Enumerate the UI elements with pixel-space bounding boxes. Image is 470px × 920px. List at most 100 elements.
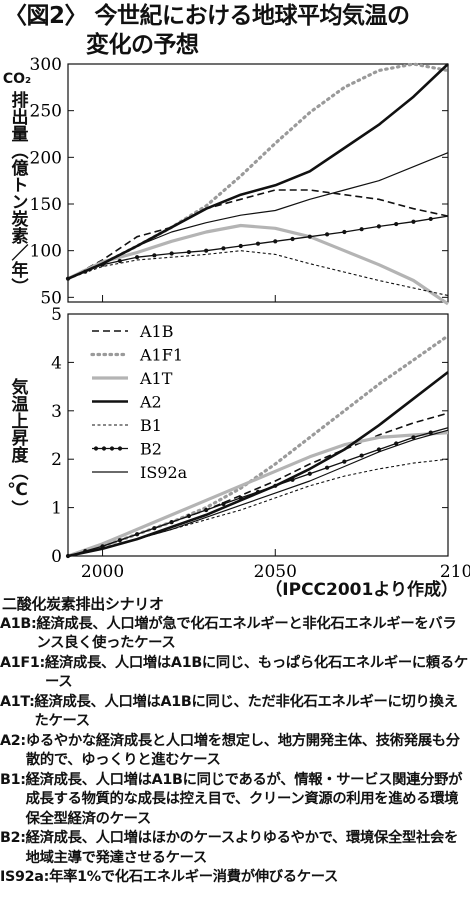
- series-marker-b2: [204, 248, 209, 253]
- y-tick-label: 3: [51, 402, 62, 422]
- series-marker-b2: [394, 441, 399, 446]
- series-marker-b2: [376, 224, 382, 229]
- legend-label-a1t: A1T: [139, 369, 173, 388]
- scenario-heading: 二酸化炭素排出シナリオ: [2, 595, 164, 613]
- scenario-key: B2:: [0, 830, 26, 846]
- series-marker-b2: [186, 513, 192, 519]
- legend-label-b1: B1: [140, 416, 162, 435]
- y-tick-label: 250: [30, 102, 62, 122]
- scenario-key: A1F1:: [0, 654, 45, 671]
- series-marker-b2: [359, 453, 364, 458]
- series-line-a1t: [67, 431, 449, 558]
- temp-axis-label: 気温上昇度（℃）: [4, 378, 30, 517]
- series-marker-b2: [342, 229, 347, 235]
- co2-axis-label-text: 排出量（億トン炭素／年）: [7, 91, 28, 295]
- scenario-item: A1T: 経済成長、人口増はA1Bに同じ、ただ非化石エネルギーに切り換えたケース: [0, 693, 470, 732]
- series-marker-b2: [394, 221, 399, 227]
- scenario-key: A1B:: [0, 615, 37, 632]
- series-line-is92a: [67, 152, 449, 280]
- plot-frame: [67, 313, 449, 557]
- series-marker-b2: [134, 532, 140, 537]
- scenario-notes: 二酸化炭素排出シナリオ A1B: 経済成長、人口増が急で化石エネルギーと非化石エネ…: [0, 595, 470, 888]
- series-marker-b2: [376, 447, 382, 452]
- scenario-key: A1T:: [0, 693, 35, 710]
- x-tick-label: 2050: [254, 562, 297, 582]
- series-line-a2: [67, 63, 449, 280]
- scenario-text: 経済成長、人口増はA1Bに同じ、もっぱら化石エネルギーに頼るケース: [44, 654, 468, 691]
- scenario-text: 経済成長、人口増はA1Bに同じであるが、情報・サービス関連分野が成長する物質的な…: [25, 771, 463, 827]
- series-marker-b2: [238, 495, 243, 501]
- series-marker-b2: [186, 249, 192, 255]
- series-marker-b2: [255, 241, 261, 246]
- y-tick-label: 0: [51, 547, 62, 567]
- co2-axis-label-formula: CO₂: [2, 71, 32, 87]
- series-marker-b2: [411, 219, 416, 224]
- figure-title-line2: 変化の予想: [86, 32, 199, 58]
- y-tick-label: 100: [30, 242, 62, 262]
- series-marker-b2: [273, 239, 278, 244]
- legend-marker: [117, 446, 123, 451]
- series-marker-b2: [411, 435, 416, 440]
- series-marker-b2: [428, 216, 433, 222]
- scenario-item: A1F1: 経済成長、人口増はA1Bに同じ、もっぱら化石エネルギーに頼るケース: [0, 654, 470, 693]
- series-marker-b2: [204, 507, 209, 513]
- series-line-a1t: [67, 223, 449, 306]
- scenario-text: 経済成長、人口増はほかのケースよりゆるやかで、環境保全型社会を地域主導で発達させ…: [25, 830, 459, 866]
- y-tick-label: 1: [51, 499, 62, 519]
- legend-label-a2: A2: [139, 393, 162, 412]
- series-marker-b2: [324, 465, 330, 470]
- series-marker-b2: [307, 471, 312, 476]
- y-tick-label: 4: [51, 353, 62, 373]
- series-marker-b2: [169, 520, 174, 525]
- series-marker-b2: [359, 227, 364, 232]
- series-marker-b2: [169, 251, 174, 256]
- series-marker-b2: [221, 501, 226, 507]
- y-tick-label: 200: [30, 148, 62, 168]
- scenario-text: ゆるやかな経済成長と人口増を想定し、地方開発主体、技術発展も分散的で、ゆっくりと…: [25, 732, 460, 769]
- x-tick-label: 2000: [81, 562, 124, 582]
- series-marker-b2: [324, 232, 330, 237]
- legend-marker: [101, 446, 107, 451]
- series-marker-b2: [290, 236, 295, 242]
- chart-canvas: 50 100 150 200 250 300 0 1 2 3 4 5 2000 2050 2100年 A1B A…: [30, 55, 470, 582]
- series-marker-b2: [342, 459, 347, 464]
- temp-axis-label-text: 気温上昇度（℃）: [7, 378, 28, 517]
- series-line-a2: [67, 371, 449, 558]
- legend-label-a1b: A1B: [139, 322, 174, 341]
- series-marker-b2: [238, 243, 243, 249]
- scenario-list: A1B: 経済成長、人口増が急で化石エネルギーと非化石エネルギーをバランス良く使っ…: [0, 615, 470, 888]
- series-marker-b2: [255, 489, 261, 494]
- scenario-item: B2: 経済成長、人口増はほかのケースよりゆるやかで、環境保全型社会を地域主導で発…: [0, 829, 470, 868]
- legend-label-a1f1: A1F1: [139, 346, 183, 365]
- legend-marker: [109, 446, 115, 451]
- source-note: （IPCC2001より作成）: [265, 580, 458, 600]
- series-marker-b2: [221, 246, 226, 251]
- co2-axis-label: CO₂ 排出量（億トン炭素／年）: [2, 70, 32, 295]
- legend-marker: [93, 446, 99, 451]
- legend-label-is92a: IS92a: [140, 463, 188, 482]
- y-tick-label: 50: [40, 288, 62, 308]
- series-marker-b2: [307, 234, 312, 239]
- series-line-b1: [67, 250, 449, 297]
- series-marker-b2: [117, 538, 122, 543]
- series-marker-b2: [273, 483, 278, 488]
- y-tick-label: 5: [51, 305, 62, 325]
- scenario-text: 経済成長、人口増はA1Bに同じ、ただ非化石エネルギーに切り換えたケース: [34, 693, 458, 730]
- scenario-text: 経済成長、人口増が急で化石エネルギーと非化石エネルギーをバランス良く使ったケース: [36, 615, 457, 652]
- scenario-text: 年率1%で化石エネルギー消費が伸びるケース: [49, 869, 338, 885]
- series-marker-b2: [152, 253, 157, 258]
- y-tick-label: 300: [30, 55, 62, 75]
- series-marker-b2: [117, 258, 122, 264]
- series-marker-b2: [134, 255, 140, 260]
- series-line-a1f1: [66, 62, 450, 281]
- x-tick-label: 2100年: [440, 562, 470, 582]
- scenario-item: IS92a: 年率1%で化石エネルギー消費が伸びるケース: [0, 868, 470, 888]
- y-tick-label: 2: [51, 450, 62, 470]
- plot-frame: [67, 63, 449, 303]
- scenario-key: IS92a:: [0, 869, 50, 885]
- figure-title-line1: 〈図2〉 今世紀における地球平均気温の: [4, 3, 410, 29]
- series-marker-b2: [290, 477, 295, 482]
- y-tick-label: 150: [30, 195, 62, 215]
- series-marker-b2: [100, 544, 105, 549]
- figure-title: 〈図2〉 今世紀における地球平均気温の 変化の予想: [4, 2, 410, 60]
